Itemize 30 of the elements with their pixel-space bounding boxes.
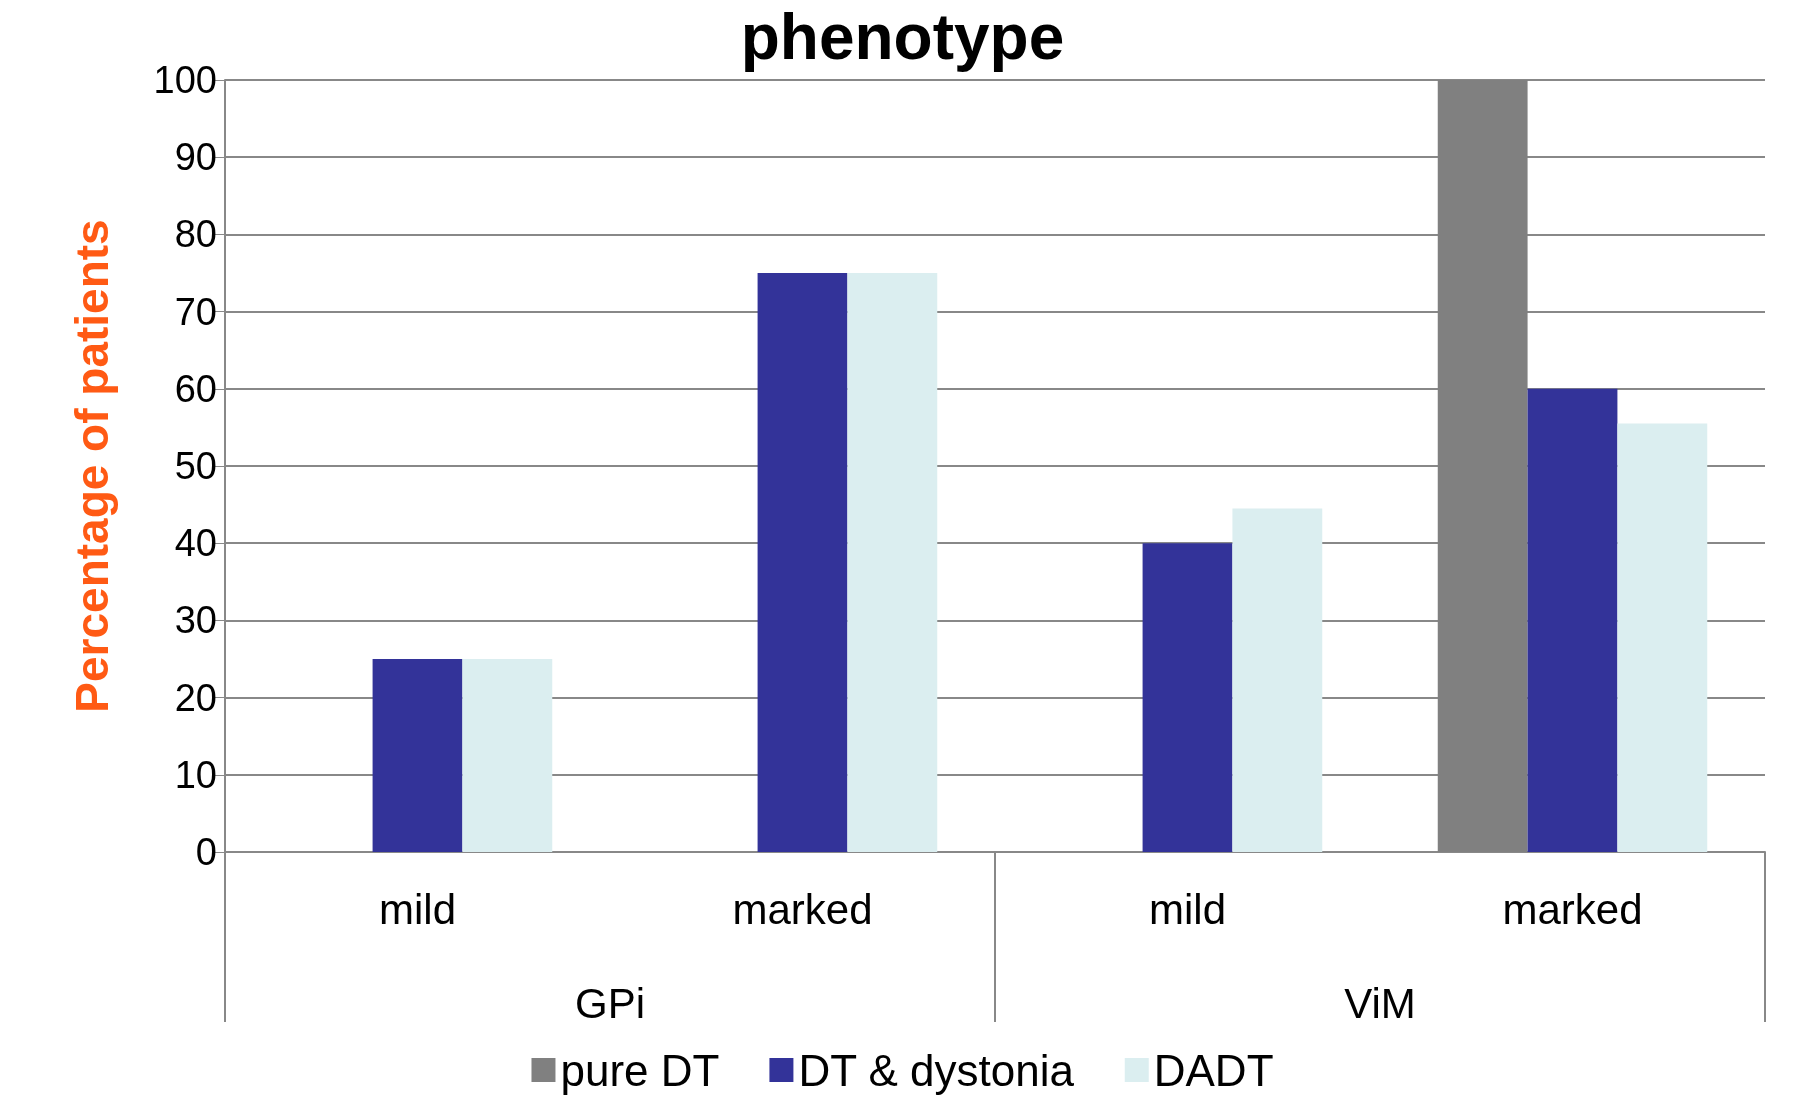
y-tick-label: 30 bbox=[174, 599, 217, 642]
text: ViM bbox=[1344, 979, 1416, 1027]
y-tick-label: 0 bbox=[195, 831, 217, 873]
bar bbox=[1232, 508, 1323, 852]
y-tick-label: 100 bbox=[153, 59, 217, 101]
y-tick-label: 40 bbox=[174, 522, 217, 565]
y-tick-label: 50 bbox=[174, 445, 217, 487]
x-tick-label: marked bbox=[732, 885, 873, 933]
x-tick-label: mild bbox=[378, 885, 457, 933]
y-tick-label: 90 bbox=[174, 136, 217, 179]
y-tick-label: 80 bbox=[174, 213, 217, 256]
bar bbox=[757, 273, 848, 852]
legend-label: DT & dystonia bbox=[798, 1045, 1075, 1095]
y-axis-title: Percentage of patients bbox=[66, 219, 118, 713]
x-tick-label: marked bbox=[1502, 885, 1643, 933]
bar bbox=[1527, 388, 1618, 852]
y-tick-label: 60 bbox=[174, 367, 217, 410]
x-tick-label: mild bbox=[1148, 885, 1227, 933]
y-tick-label: 20 bbox=[174, 676, 217, 719]
chart-title: phenotype bbox=[740, 1, 1065, 73]
y-tick-label: 10 bbox=[174, 753, 217, 796]
y-tick-label: 70 bbox=[174, 290, 217, 333]
legend-label: pure DT bbox=[560, 1045, 720, 1095]
bar bbox=[372, 659, 463, 852]
bar bbox=[1617, 423, 1708, 852]
bar bbox=[1142, 543, 1233, 852]
legend-label: DADT bbox=[1153, 1045, 1274, 1095]
bar bbox=[847, 273, 938, 852]
text: GPi bbox=[574, 979, 646, 1027]
bar bbox=[462, 659, 553, 852]
